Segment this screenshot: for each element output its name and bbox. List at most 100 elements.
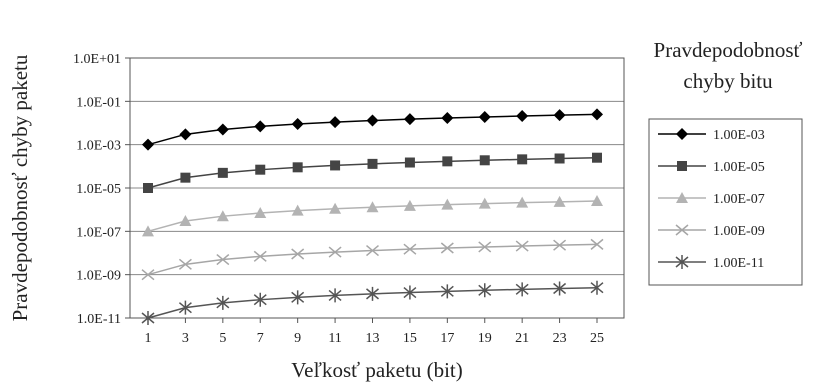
legend-marker-0: [676, 128, 688, 140]
grid-lines: [130, 100, 624, 276]
legend-label-2: 1.00E-07: [713, 192, 765, 207]
series-2: [142, 195, 603, 237]
series-4-point-2: [216, 295, 230, 310]
series-4-point-4: [291, 290, 305, 305]
legend: Pravdepodobnosť chyby bitu 1.00E-03 1.00E…: [648, 38, 803, 286]
series-4: [141, 280, 604, 325]
series-2-point-10: [516, 196, 529, 208]
series-3-point-11: [553, 239, 567, 251]
series-2-point-1: [179, 214, 192, 226]
x-tick-label-3: 7: [257, 331, 264, 346]
series-0-point-2: [216, 123, 229, 136]
series-4-point-7: [403, 285, 417, 300]
series-0-point-6: [366, 114, 379, 127]
legend-item-4: 1.00E-11: [658, 255, 764, 271]
series-2-point-9: [478, 197, 491, 209]
series-3-point-3: [253, 250, 267, 262]
series-3-point-8: [440, 242, 454, 254]
series-2-point-8: [441, 198, 454, 210]
series-2-point-6: [366, 201, 379, 213]
x-tick-label-1: 3: [182, 331, 189, 346]
y-tick-label-5: 1.0E-01: [76, 95, 121, 110]
legend-title-line-2: chyby bitu: [683, 69, 773, 93]
series-0-point-7: [403, 113, 416, 126]
x-tick-label-0: 1: [145, 331, 152, 346]
legend-label-0: 1.00E-03: [713, 128, 765, 143]
series-2-point-3: [254, 207, 267, 219]
x-tick-label-7: 15: [403, 331, 417, 346]
series-2-point-12: [591, 195, 603, 207]
series-1-point-3: [255, 164, 266, 175]
series-1-point-9: [479, 155, 490, 166]
series-3-point-2: [216, 253, 230, 266]
y-tick-label-2: 1.0E-07: [76, 225, 121, 240]
series-4-point-10: [515, 282, 529, 297]
legend-item-3: 1.00E-09: [658, 224, 765, 239]
x-axis-title: Veľkosť paketu (bit): [291, 358, 462, 382]
y-tick-label-3: 1.0E-05: [76, 182, 121, 197]
series-3: [141, 238, 604, 281]
series-4-point-8: [440, 284, 454, 299]
series-1-point-2: [217, 167, 228, 178]
x-tick-label-11: 23: [553, 331, 567, 346]
series-4-point-11: [553, 281, 567, 296]
y-tick-label-0: 1.0E-11: [77, 312, 121, 327]
series-line-3: [147, 243, 598, 276]
y-axis-ticks: 1.0E-11 1.0E-09 1.0E-07 1.0E-05 1.0E-03 1.0E-…: [73, 52, 130, 327]
series-0-point-11: [553, 109, 566, 122]
series-1-point-5: [330, 160, 341, 171]
series-3-point-7: [403, 243, 417, 255]
series-1-point-4: [292, 162, 303, 173]
series-0-point-1: [179, 128, 192, 141]
series-3-point-1: [178, 258, 192, 270]
series-3-point-9: [478, 241, 492, 253]
series-1-point-11: [554, 153, 565, 164]
series-3-point-5: [328, 246, 342, 258]
series-3-point-4: [291, 248, 305, 260]
x-tick-label-9: 19: [478, 331, 492, 346]
x-tick-label-8: 17: [440, 331, 454, 346]
series-3-point-0: [141, 269, 155, 281]
legend-label-1: 1.00E-05: [713, 160, 765, 175]
series-4-point-12: [590, 280, 604, 295]
series-1-point-7: [404, 157, 415, 168]
series-2-point-4: [291, 204, 304, 216]
series-3-point-10: [515, 240, 529, 252]
series-0-point-0: [142, 138, 154, 151]
legend-item-1: 1.00E-05: [658, 160, 765, 175]
x-tick-label-12: 25: [590, 331, 604, 346]
x-tick-label-2: 5: [219, 331, 226, 346]
series-2-point-2: [216, 210, 229, 222]
x-axis-ticks: 1 3 5 7 9 11 13 15 17 19 21 23 25: [145, 318, 604, 346]
series-1-point-8: [442, 156, 453, 167]
x-tick-label-4: 9: [294, 331, 301, 346]
series-1-point-1: [180, 172, 191, 183]
series-1-point-6: [367, 158, 378, 169]
x-tick-label-5: 11: [328, 331, 341, 346]
series-2-point-7: [403, 199, 416, 211]
legend-item-0: 1.00E-03: [658, 128, 765, 143]
series-2-point-11: [553, 195, 566, 207]
series-4-point-9: [478, 283, 492, 298]
x-tick-label-10: 21: [515, 331, 529, 346]
series-0-point-10: [516, 110, 529, 123]
series-4-point-1: [178, 300, 192, 315]
series-3-point-12: [590, 238, 604, 250]
y-tick-label-4: 1.0E-03: [76, 139, 121, 154]
series-2-point-0: [142, 225, 154, 237]
series-4-point-5: [328, 288, 342, 303]
legend-item-2: 1.00E-07: [658, 192, 765, 207]
legend-label-3: 1.00E-09: [713, 224, 765, 239]
legend-marker-2: [676, 192, 688, 203]
series-4-point-0: [141, 311, 155, 325]
x-tick-label-6: 13: [366, 331, 380, 346]
legend-marker-4: [675, 255, 689, 269]
y-axis-title: Pravdepodobnosť chyby paketu: [8, 54, 32, 321]
series-layer: [141, 108, 604, 325]
series-1-point-10: [517, 154, 528, 165]
legend-marker-1: [677, 161, 687, 171]
series-1: [143, 152, 602, 193]
legend-label-4: 1.00E-11: [713, 256, 764, 271]
series-3-point-6: [366, 244, 379, 257]
